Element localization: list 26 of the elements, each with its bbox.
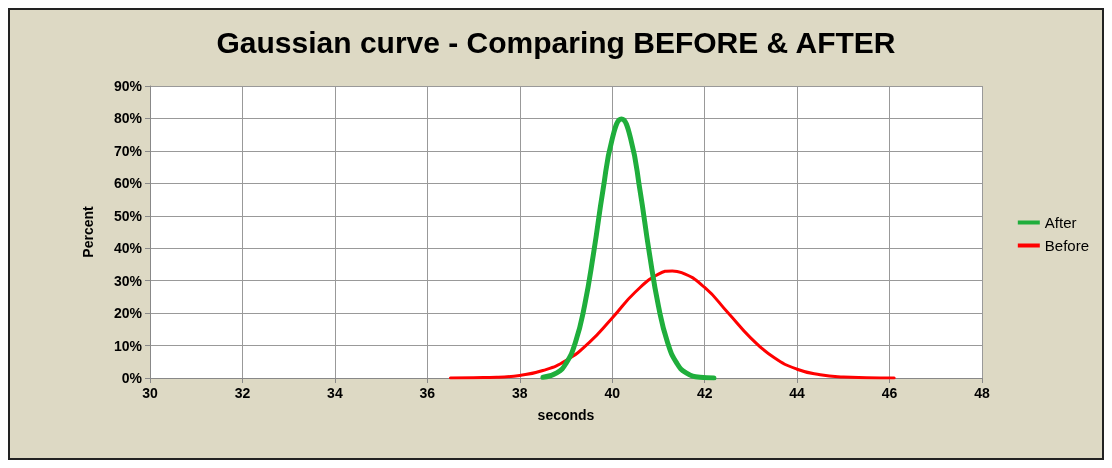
y-tick-label: 30% <box>113 272 143 289</box>
x-tick-label: 32 <box>234 385 251 401</box>
y-tick-label: 40% <box>113 240 143 257</box>
y-tick-label: 90% <box>113 78 143 94</box>
y-tick-label: 60% <box>113 175 143 192</box>
legend-label: After <box>1044 214 1077 231</box>
x-tick-label: 46 <box>881 385 898 401</box>
legend-label: Before <box>1044 237 1090 254</box>
x-tick-label: 30 <box>142 385 158 401</box>
x-tick-label: 48 <box>974 385 990 401</box>
x-tick-label: 42 <box>696 385 713 401</box>
line-series <box>448 269 896 380</box>
y-tick-label: 70% <box>113 142 143 159</box>
chart-title: Gaussian curve - Comparing BEFORE & AFTER <box>216 25 896 59</box>
x-tick-label: 36 <box>419 385 436 401</box>
y-tick-label: 10% <box>113 337 143 354</box>
y-axis-title: Percent <box>80 205 96 258</box>
x-tick-label: 44 <box>789 385 806 401</box>
y-tick-label: 0% <box>121 370 143 386</box>
x-tick-label: 38 <box>511 385 528 401</box>
x-tick-label: 34 <box>327 385 343 401</box>
x-axis-title: seconds <box>537 407 595 423</box>
y-tick-label: 80% <box>113 110 143 127</box>
x-tick-label: 40 <box>604 385 621 401</box>
y-tick-label: 20% <box>113 305 143 322</box>
y-tick-label: 50% <box>113 207 143 224</box>
